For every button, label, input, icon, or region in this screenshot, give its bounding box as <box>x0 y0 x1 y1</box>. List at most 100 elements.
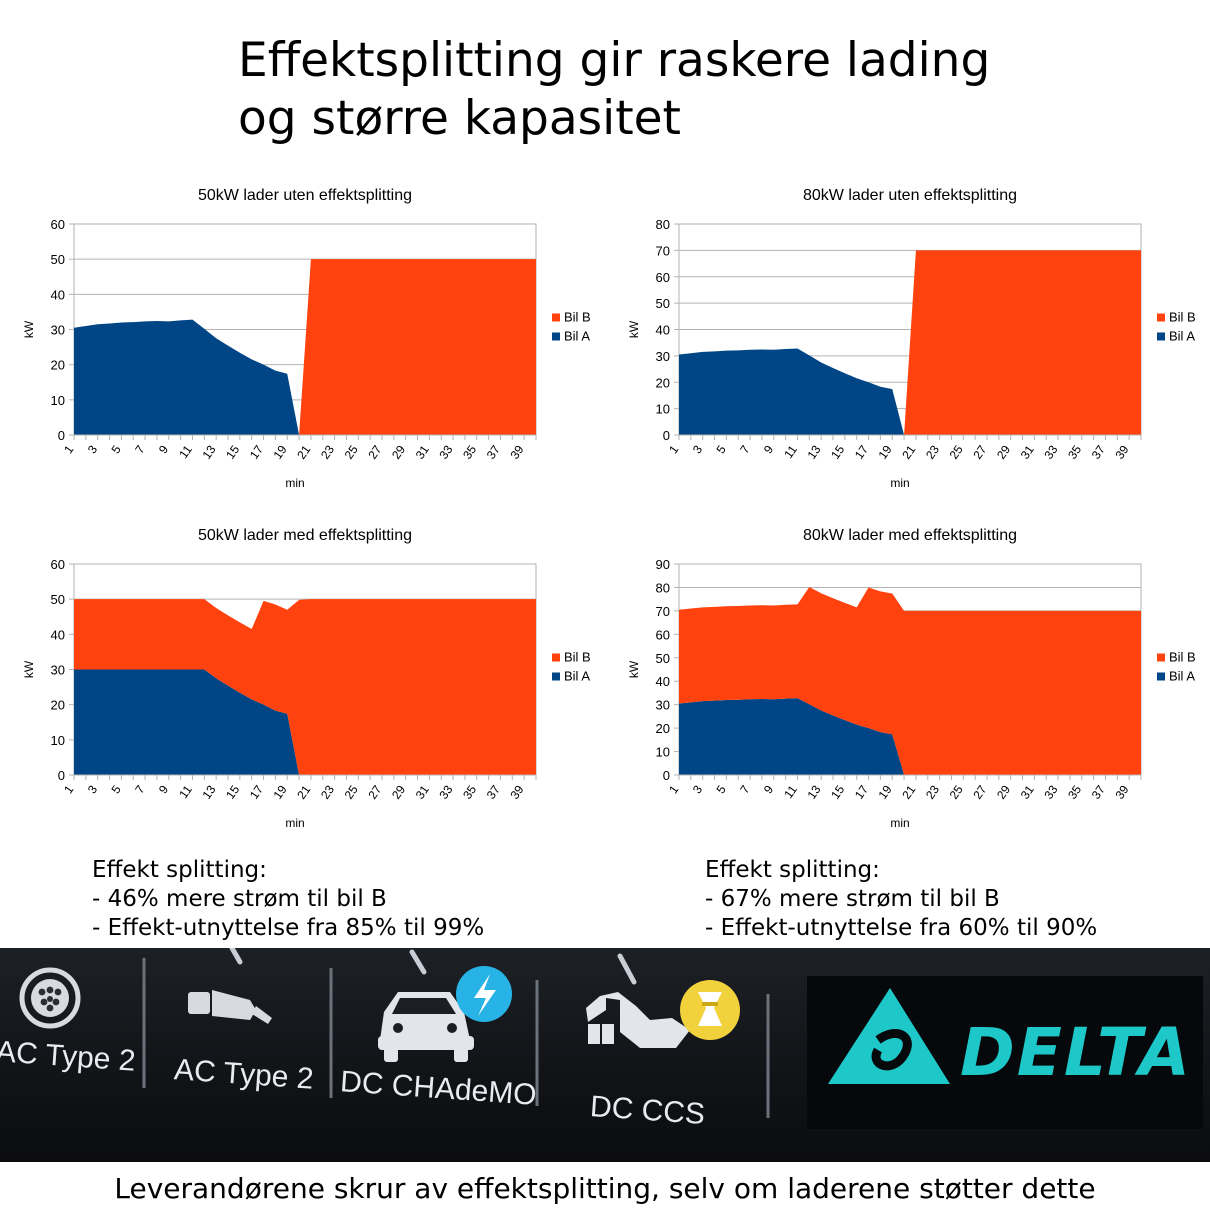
chart-80kw-uten: 80kW lader uten effektsplitting 0 10 20 30 40… <box>625 180 1210 500</box>
x-tick-label: 5 <box>109 442 124 456</box>
x-tick-label: 7 <box>737 782 752 796</box>
legend-label: Bil A <box>1169 329 1195 344</box>
series-area-bil-a <box>679 698 1141 775</box>
x-tick-label: 11 <box>176 782 195 801</box>
x-tick-label: 37 <box>1089 442 1108 461</box>
x-tick-label: 29 <box>389 442 408 461</box>
chart-title: 50kW lader med effektsplitting <box>198 527 412 544</box>
legend-label: Bil B <box>1169 650 1196 665</box>
y-axis-label: kW <box>22 320 36 338</box>
y-tick-label: 0 <box>58 768 65 783</box>
stats-right-line1: - 67% mere strøm til bil B <box>705 886 1000 912</box>
delta-logo-icon <box>828 988 950 1084</box>
y-tick-label: 20 <box>656 721 670 736</box>
legend: Bil B Bil A <box>552 310 591 344</box>
x-tick-label: 11 <box>176 442 195 461</box>
panel-dividers <box>142 958 770 1118</box>
type2-plug-icon <box>188 990 272 1024</box>
x-axis-label: min <box>890 816 909 830</box>
chart-title: 50kW lader uten effektsplitting <box>198 187 412 204</box>
x-tick-label: 9 <box>156 442 171 456</box>
stats-right-line2: - Effekt-utnyttelse fra 60% til 90% <box>705 915 1098 941</box>
chart-title: 80kW lader med effektsplitting <box>803 527 1017 544</box>
legend-label: Bil B <box>1169 310 1196 325</box>
x-tick-label: 19 <box>876 442 895 461</box>
series-area-bil-b <box>679 586 1141 775</box>
x-tick-label: 33 <box>1041 782 1060 801</box>
y-tick-label: 30 <box>51 663 65 678</box>
x-tick-label: 25 <box>947 782 966 801</box>
y-axis-label: kW <box>22 660 36 678</box>
y-tick-label: 10 <box>51 393 65 408</box>
x-tick-label: 39 <box>507 782 526 801</box>
x-tick-label: 15 <box>223 782 242 801</box>
x-tick-label: 33 <box>436 782 455 801</box>
y-tick-label: 40 <box>51 287 65 302</box>
x-tick-label: 33 <box>436 442 455 461</box>
y-tick-label: 40 <box>51 627 65 642</box>
y-tick-label: 60 <box>51 217 65 232</box>
x-tick-label: 7 <box>737 442 752 456</box>
y-tick-label: 50 <box>656 296 670 311</box>
page-title-line2: og større kapasitet <box>238 91 681 146</box>
x-tick-label: 15 <box>828 782 847 801</box>
legend: Bil B Bil A <box>1157 650 1196 684</box>
x-tick-label: 5 <box>714 442 729 456</box>
charger-panel-photo: AC Type 2 AC Type 2 DC CHAdeMO DC CCS DE… <box>0 948 1210 1162</box>
x-tick-label: 27 <box>365 442 384 461</box>
x-tick-label: 19 <box>271 782 290 801</box>
x-axis-label: min <box>285 816 304 830</box>
x-tick-label: 37 <box>484 782 503 801</box>
x-tick-label: 35 <box>460 442 479 461</box>
y-tick-label: 60 <box>656 627 670 642</box>
x-tick-label: 3 <box>85 782 100 796</box>
legend-swatch <box>552 672 560 681</box>
x-tick-label: 31 <box>413 782 432 801</box>
y-tick-label: 50 <box>51 592 65 607</box>
x-tick-label: 35 <box>1065 442 1084 461</box>
chart-svg: 50kW lader med effektsplitting 0 10 20 30 40 5… <box>22 527 591 830</box>
x-tick-label: 27 <box>970 442 989 461</box>
x-tick-label: 23 <box>318 442 337 461</box>
y-tick-label: 0 <box>663 428 670 443</box>
stats-right-heading: Effekt splitting: <box>705 857 880 883</box>
x-tick-label: 25 <box>342 782 361 801</box>
car-charging-icon <box>378 966 512 1062</box>
y-tick-label: 80 <box>656 580 670 595</box>
chart-svg: 80kW lader uten effektsplitting 0 10 20 30 40… <box>627 187 1196 490</box>
legend-swatch <box>552 332 560 341</box>
indicator-ticks <box>229 948 637 985</box>
y-tick-label: 70 <box>656 604 670 619</box>
x-tick-label: 13 <box>199 442 218 461</box>
legend-label: Bil B <box>564 650 591 665</box>
stats-left: Effekt splitting: - 46% mere strøm til b… <box>92 856 484 943</box>
x-tick-label: 21 <box>899 442 918 461</box>
x-tick-label: 37 <box>1089 782 1108 801</box>
y-tick-label: 30 <box>656 349 670 364</box>
y-tick-label: 10 <box>656 745 670 760</box>
x-tick-label: 3 <box>85 442 100 456</box>
x-tick-label: 1 <box>666 782 681 796</box>
x-tick-label: 39 <box>1112 442 1131 461</box>
x-tick-label: 3 <box>690 782 705 796</box>
y-tick-label: 10 <box>656 402 670 417</box>
x-tick-label: 11 <box>781 782 800 801</box>
x-tick-label: 31 <box>1018 782 1037 801</box>
x-tick-label: 23 <box>923 782 942 801</box>
x-axis-label: min <box>890 476 909 490</box>
x-tick-label: 17 <box>247 442 266 461</box>
x-tick-label: 19 <box>876 782 895 801</box>
x-tick-label: 31 <box>1018 442 1037 461</box>
stats-left-line2: - Effekt-utnyttelse fra 85% til 99% <box>92 915 485 941</box>
legend-swatch <box>1157 672 1165 681</box>
x-tick-label: 15 <box>828 442 847 461</box>
y-tick-label: 80 <box>656 217 670 232</box>
x-tick-label: 5 <box>109 782 124 796</box>
x-tick-label: 33 <box>1041 442 1060 461</box>
x-tick-label: 3 <box>690 442 705 456</box>
type2-socket-icon <box>19 967 81 1029</box>
footer-caption: Leverandørene skrur av effektsplitting, … <box>114 1172 1096 1205</box>
chart-80kw-med: 80kW lader med effektsplitting 0 10 20 30 40 5… <box>625 520 1210 840</box>
x-tick-label: 13 <box>804 782 823 801</box>
x-tick-label: 29 <box>389 782 408 801</box>
